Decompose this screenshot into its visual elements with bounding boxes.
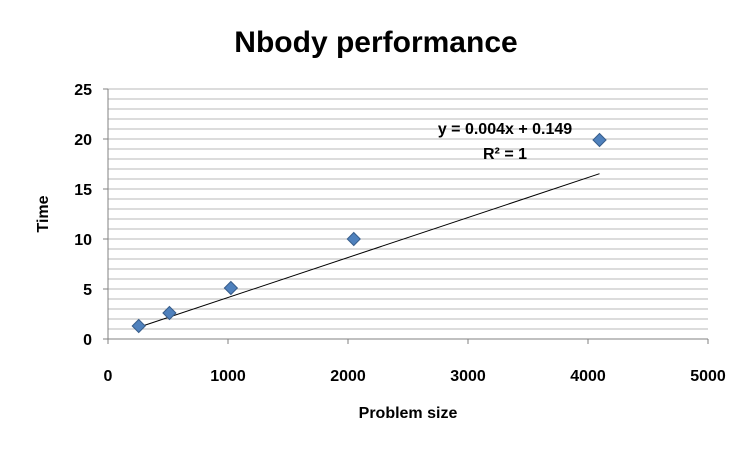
y-tick-label: 5 — [83, 282, 92, 299]
x-axis-title: Problem size — [359, 405, 458, 422]
data-point — [592, 132, 607, 148]
data-point — [346, 231, 361, 247]
y-tick-label: 15 — [74, 182, 92, 199]
x-tick-label: 4000 — [570, 368, 606, 385]
trendline — [138, 173, 600, 328]
x-tick-label: 3000 — [450, 368, 486, 385]
y-tick-labels: 0 5 10 15 20 25 — [74, 82, 92, 349]
data-points — [131, 132, 607, 334]
data-point — [131, 318, 146, 334]
chart-title: Nbody performance — [234, 26, 517, 59]
y-tick-label: 10 — [74, 232, 92, 249]
x-tick-label: 5000 — [690, 368, 726, 385]
trendline-equation: y = 0.004x + 0.149 — [438, 121, 572, 138]
gridlines — [108, 88, 708, 330]
y-axis-title: Time — [35, 195, 52, 232]
y-tick-label: 25 — [74, 82, 92, 99]
x-tick-label: 0 — [104, 368, 113, 385]
data-point — [162, 305, 177, 321]
axis-ticks — [103, 88, 709, 344]
y-tick-label: 20 — [74, 132, 92, 149]
x-tick-label: 2000 — [330, 368, 366, 385]
data-point — [223, 280, 239, 296]
trendline-r-squared: R² = 1 — [483, 146, 527, 163]
x-tick-label: 1000 — [210, 368, 246, 385]
x-tick-labels: 0 1000 2000 3000 4000 5000 — [104, 368, 726, 385]
y-tick-label: 0 — [83, 332, 92, 349]
